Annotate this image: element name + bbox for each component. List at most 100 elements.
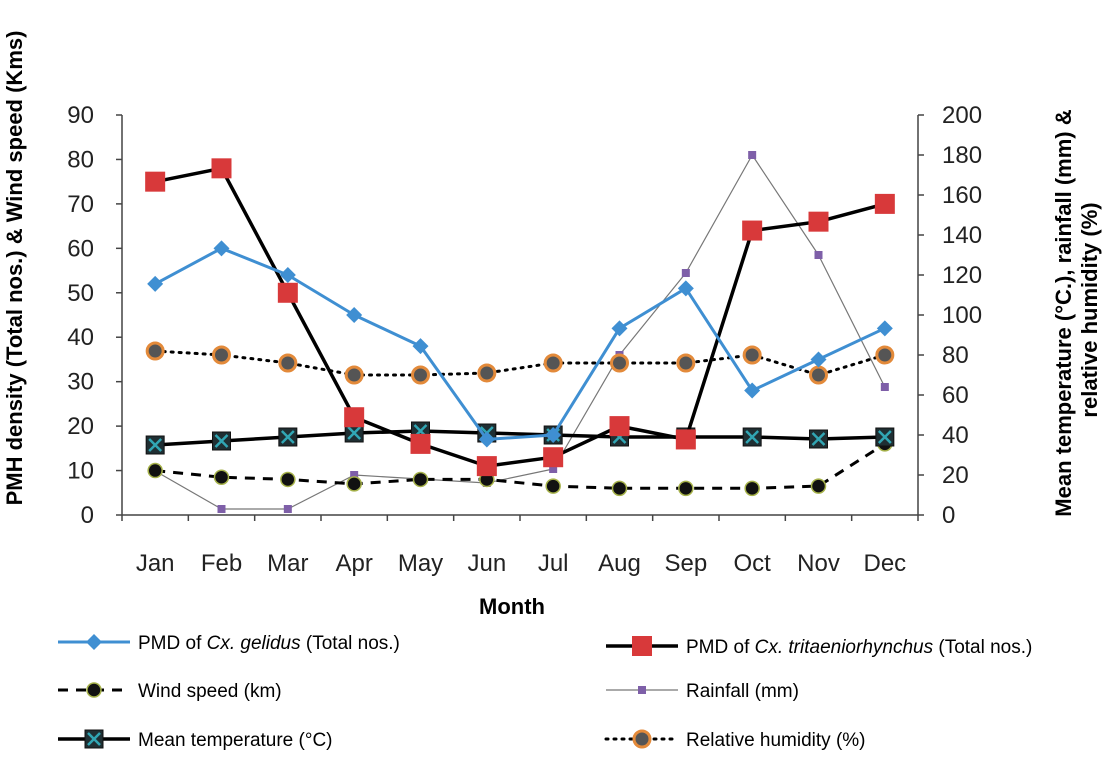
data-point-rainfall xyxy=(814,251,823,259)
right-tick-label: 40 xyxy=(942,422,969,449)
data-point-gelidus xyxy=(677,280,694,297)
x-axis-title: Month xyxy=(479,594,545,619)
data-point-humidity xyxy=(543,353,563,373)
legend-label-humidity: Relative humidity (%) xyxy=(686,730,866,751)
data-point-wind xyxy=(810,478,827,494)
legend-marker-wind xyxy=(86,682,102,698)
data-point-wind xyxy=(744,480,760,497)
series-humidity xyxy=(145,341,895,385)
right-tick-label: 20 xyxy=(942,462,969,489)
x-tick-label: Jul xyxy=(538,550,569,577)
x-tick-label: Jan xyxy=(136,550,175,577)
x-tick-label: Mar xyxy=(267,550,308,577)
data-point-rainfall xyxy=(283,505,292,513)
x-tick-label: Feb xyxy=(201,550,242,577)
legend-marker-humidity xyxy=(632,729,652,749)
right-tick-label: 180 xyxy=(942,142,982,169)
data-point-temperature xyxy=(809,429,828,449)
legend: PMD of Cx. gelidus (Total nos.) PMD of Cx… xyxy=(58,633,1032,751)
data-point-tritaeniorhynchus xyxy=(874,193,895,214)
data-point-humidity xyxy=(212,345,231,365)
x-tick-label: Sep xyxy=(664,550,707,577)
data-point-wind xyxy=(545,478,561,494)
series-rainfall xyxy=(151,151,889,513)
x-tick-label: Jun xyxy=(467,550,506,577)
right-tick-label: 60 xyxy=(942,382,969,409)
data-point-wind xyxy=(346,476,362,492)
data-point-gelidus xyxy=(478,431,495,448)
legend-label-wind: Wind speed (km) xyxy=(138,681,282,702)
data-point-tritaeniorhynchus xyxy=(476,456,497,477)
series-wind xyxy=(147,436,893,497)
data-point-gelidus xyxy=(412,338,429,355)
data-point-humidity xyxy=(278,353,298,373)
data-point-wind xyxy=(147,462,163,479)
left-tick-label: 0 xyxy=(81,502,94,529)
data-point-humidity xyxy=(344,365,364,385)
series-gelidus xyxy=(147,240,893,448)
data-point-gelidus xyxy=(611,320,628,337)
data-point-humidity xyxy=(411,365,430,385)
data-point-rainfall xyxy=(748,151,757,159)
right-tick-label: 0 xyxy=(942,502,955,529)
data-point-tritaeniorhynchus xyxy=(543,447,564,468)
left-tick-label: 40 xyxy=(67,324,94,351)
data-point-wind xyxy=(611,480,628,497)
axes: 0 10 20 30 40 50 60 70 80 90 0 20 40 60 80 100 120 140 160… xyxy=(67,102,982,577)
data-point-gelidus xyxy=(744,382,761,399)
x-tick-label: Aug xyxy=(598,550,641,577)
data-point-humidity xyxy=(610,353,629,373)
legend-label-gelidus: PMD of Cx. gelidus (Total nos.) xyxy=(138,633,400,654)
x-tick-label: Apr xyxy=(335,550,372,577)
left-tick-label: 80 xyxy=(67,146,94,173)
x-tick-label: Nov xyxy=(797,550,840,577)
data-point-temperature xyxy=(145,435,165,455)
data-point-humidity xyxy=(676,353,696,373)
data-point-tritaeniorhynchus xyxy=(675,429,696,450)
data-point-humidity xyxy=(875,345,895,365)
right-tick-label: 160 xyxy=(942,182,982,209)
data-point-tritaeniorhynchus xyxy=(277,282,298,303)
right-axis-title: Mean temperature (°C.), rainfall (mm) & … xyxy=(1051,103,1102,516)
data-point-rainfall xyxy=(681,269,690,277)
legend-item-gelidus: PMD of Cx. gelidus (Total nos.) xyxy=(58,633,400,654)
legend-item-temperature: Mean temperature (°C) xyxy=(58,729,333,751)
left-tick-label: 30 xyxy=(67,369,94,396)
data-point-rainfall xyxy=(549,465,558,473)
data-point-wind xyxy=(678,480,694,497)
data-point-humidity xyxy=(809,365,828,385)
data-point-temperature xyxy=(278,427,298,447)
left-tick-label: 60 xyxy=(67,235,94,262)
legend-item-humidity: Relative humidity (%) xyxy=(604,729,866,751)
data-point-gelidus xyxy=(876,320,893,337)
data-point-tritaeniorhynchus xyxy=(211,158,232,179)
series-line-temperature xyxy=(155,429,885,447)
left-tick-label: 10 xyxy=(67,458,94,485)
legend-label-tritaeniorhynchus: PMD of Cx. tritaeniorhynchus (Total nos.… xyxy=(686,637,1032,658)
left-tick-label: 90 xyxy=(67,102,94,129)
left-tick-label: 70 xyxy=(67,191,94,218)
x-tick-label: Oct xyxy=(733,550,771,577)
legend-label-temperature: Mean temperature (°C) xyxy=(138,730,333,751)
data-point-temperature xyxy=(212,431,231,451)
data-point-temperature xyxy=(742,427,762,447)
legend-item-wind: Wind speed (km) xyxy=(58,681,282,702)
legend-item-tritaeniorhynchus: PMD of Cx. tritaeniorhynchus (Total nos.… xyxy=(606,636,1032,658)
data-point-rainfall xyxy=(217,505,226,513)
left-tick-label: 20 xyxy=(67,413,94,440)
data-point-humidity xyxy=(477,363,497,383)
data-point-tritaeniorhynchus xyxy=(145,171,166,192)
data-point-tritaeniorhynchus xyxy=(609,416,630,437)
x-tick-label: May xyxy=(398,550,443,577)
right-tick-label: 80 xyxy=(942,342,969,369)
data-point-gelidus xyxy=(279,267,296,283)
data-point-gelidus xyxy=(346,307,363,323)
left-axis-title: PMH density (Total nos.) & Wind speed (K… xyxy=(2,31,27,506)
data-point-tritaeniorhynchus xyxy=(344,407,365,428)
data-point-gelidus xyxy=(545,427,562,443)
legend-marker-gelidus xyxy=(86,634,102,650)
data-point-temperature xyxy=(875,427,895,447)
left-tick-label: 50 xyxy=(67,280,94,307)
right-tick-label: 100 xyxy=(942,302,982,329)
